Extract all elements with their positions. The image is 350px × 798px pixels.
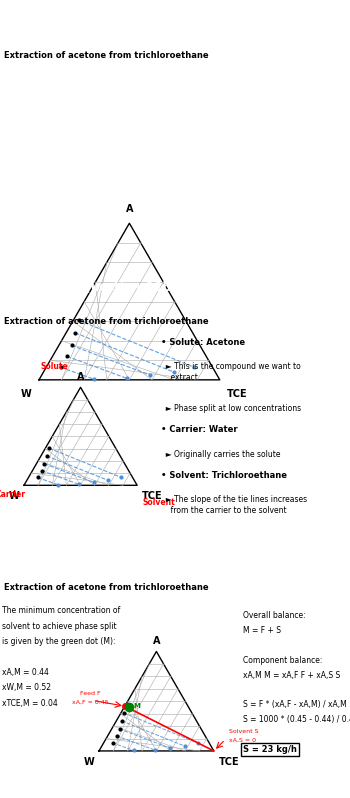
Text: xTCE,M = 0.04: xTCE,M = 0.04 — [2, 699, 58, 708]
Text: W: W — [21, 389, 32, 399]
Text: Solvent: Solvent — [143, 498, 176, 507]
Text: Extraction of acetone from trichloroethane: Extraction of acetone from trichloroetha… — [4, 583, 208, 592]
Text: S = 1000 * (0.45 - 0.44) / 0.44: S = 1000 * (0.45 - 0.44) / 0.44 — [244, 715, 350, 725]
Text: A: A — [126, 204, 133, 214]
Text: Overall balance:: Overall balance: — [244, 611, 306, 620]
Text: W: W — [9, 491, 20, 501]
Text: is given by the green dot (M):: is given by the green dot (M): — [2, 637, 116, 646]
Text: Strathclyde: Strathclyde — [285, 548, 317, 553]
Text: Engineering: Engineering — [289, 563, 313, 567]
Text: xA,S = 0: xA,S = 0 — [229, 738, 256, 743]
Text: The minimum concentration of: The minimum concentration of — [2, 606, 120, 615]
Text: TCE: TCE — [218, 757, 239, 767]
Text: A: A — [77, 372, 84, 381]
Text: xA,M M = xA,F F + xA,S S: xA,M M = xA,F F + xA,S S — [244, 670, 341, 680]
Text: Tutorial 7 - Question Q1a Solution: Tutorial 7 - Question Q1a Solution — [5, 14, 229, 27]
Text: Component balance:: Component balance: — [244, 656, 323, 665]
Text: ► Phase split at low concentrations: ► Phase split at low concentrations — [161, 405, 301, 413]
Text: Carrier: Carrier — [0, 490, 26, 499]
Text: Engineering: Engineering — [289, 31, 313, 35]
Text: TCE: TCE — [142, 491, 162, 501]
Text: xA,M = 0.44: xA,M = 0.44 — [2, 668, 49, 677]
Text: M: M — [133, 703, 140, 709]
Text: ► This is the compound we want to
    extract: ► This is the compound we want to extrac… — [161, 362, 301, 381]
Text: S = F * (xA,F - xA,M) / xA,M: S = F * (xA,F - xA,M) / xA,M — [244, 701, 347, 709]
Text: W: W — [84, 757, 94, 767]
Text: ► Originally carries the solute: ► Originally carries the solute — [161, 450, 280, 459]
Text: Engineering: Engineering — [289, 297, 313, 301]
Text: Tutorial 7 - Question Q1b Solution: Tutorial 7 - Question Q1b Solution — [5, 280, 230, 293]
Text: Solute: Solute — [41, 362, 68, 371]
Text: M = F + S: M = F + S — [244, 626, 281, 635]
Text: • Solute: Acetone: • Solute: Acetone — [161, 338, 245, 346]
Text: Extraction of acetone from trichloroethane: Extraction of acetone from trichloroetha… — [4, 51, 208, 61]
Text: Strathclyde: Strathclyde — [285, 16, 317, 21]
Text: TCE: TCE — [227, 389, 248, 399]
Text: S = 23 kg/h: S = 23 kg/h — [244, 745, 297, 754]
Text: • Carrier: Water: • Carrier: Water — [161, 425, 238, 434]
Text: Solvent S: Solvent S — [229, 729, 258, 733]
Text: Extraction of acetone from trichloroethane: Extraction of acetone from trichloroetha… — [4, 318, 208, 326]
Text: Strathclyde: Strathclyde — [285, 282, 317, 287]
Text: Feed F: Feed F — [80, 691, 101, 696]
Text: • Solvent: Trichloroethane: • Solvent: Trichloroethane — [161, 471, 287, 480]
Text: A: A — [153, 636, 160, 646]
Text: xW,M = 0.52: xW,M = 0.52 — [2, 683, 51, 693]
Text: Tutorial 7 - Question Q1c Solution: Tutorial 7 - Question Q1c Solution — [5, 546, 229, 559]
Text: xA,F = 0.45: xA,F = 0.45 — [72, 700, 109, 705]
Text: solvent to achieve phase split: solvent to achieve phase split — [2, 622, 117, 630]
Text: ► The slope of the tie lines increases
    from the carrier to the solvent: ► The slope of the tie lines increases f… — [161, 496, 307, 515]
